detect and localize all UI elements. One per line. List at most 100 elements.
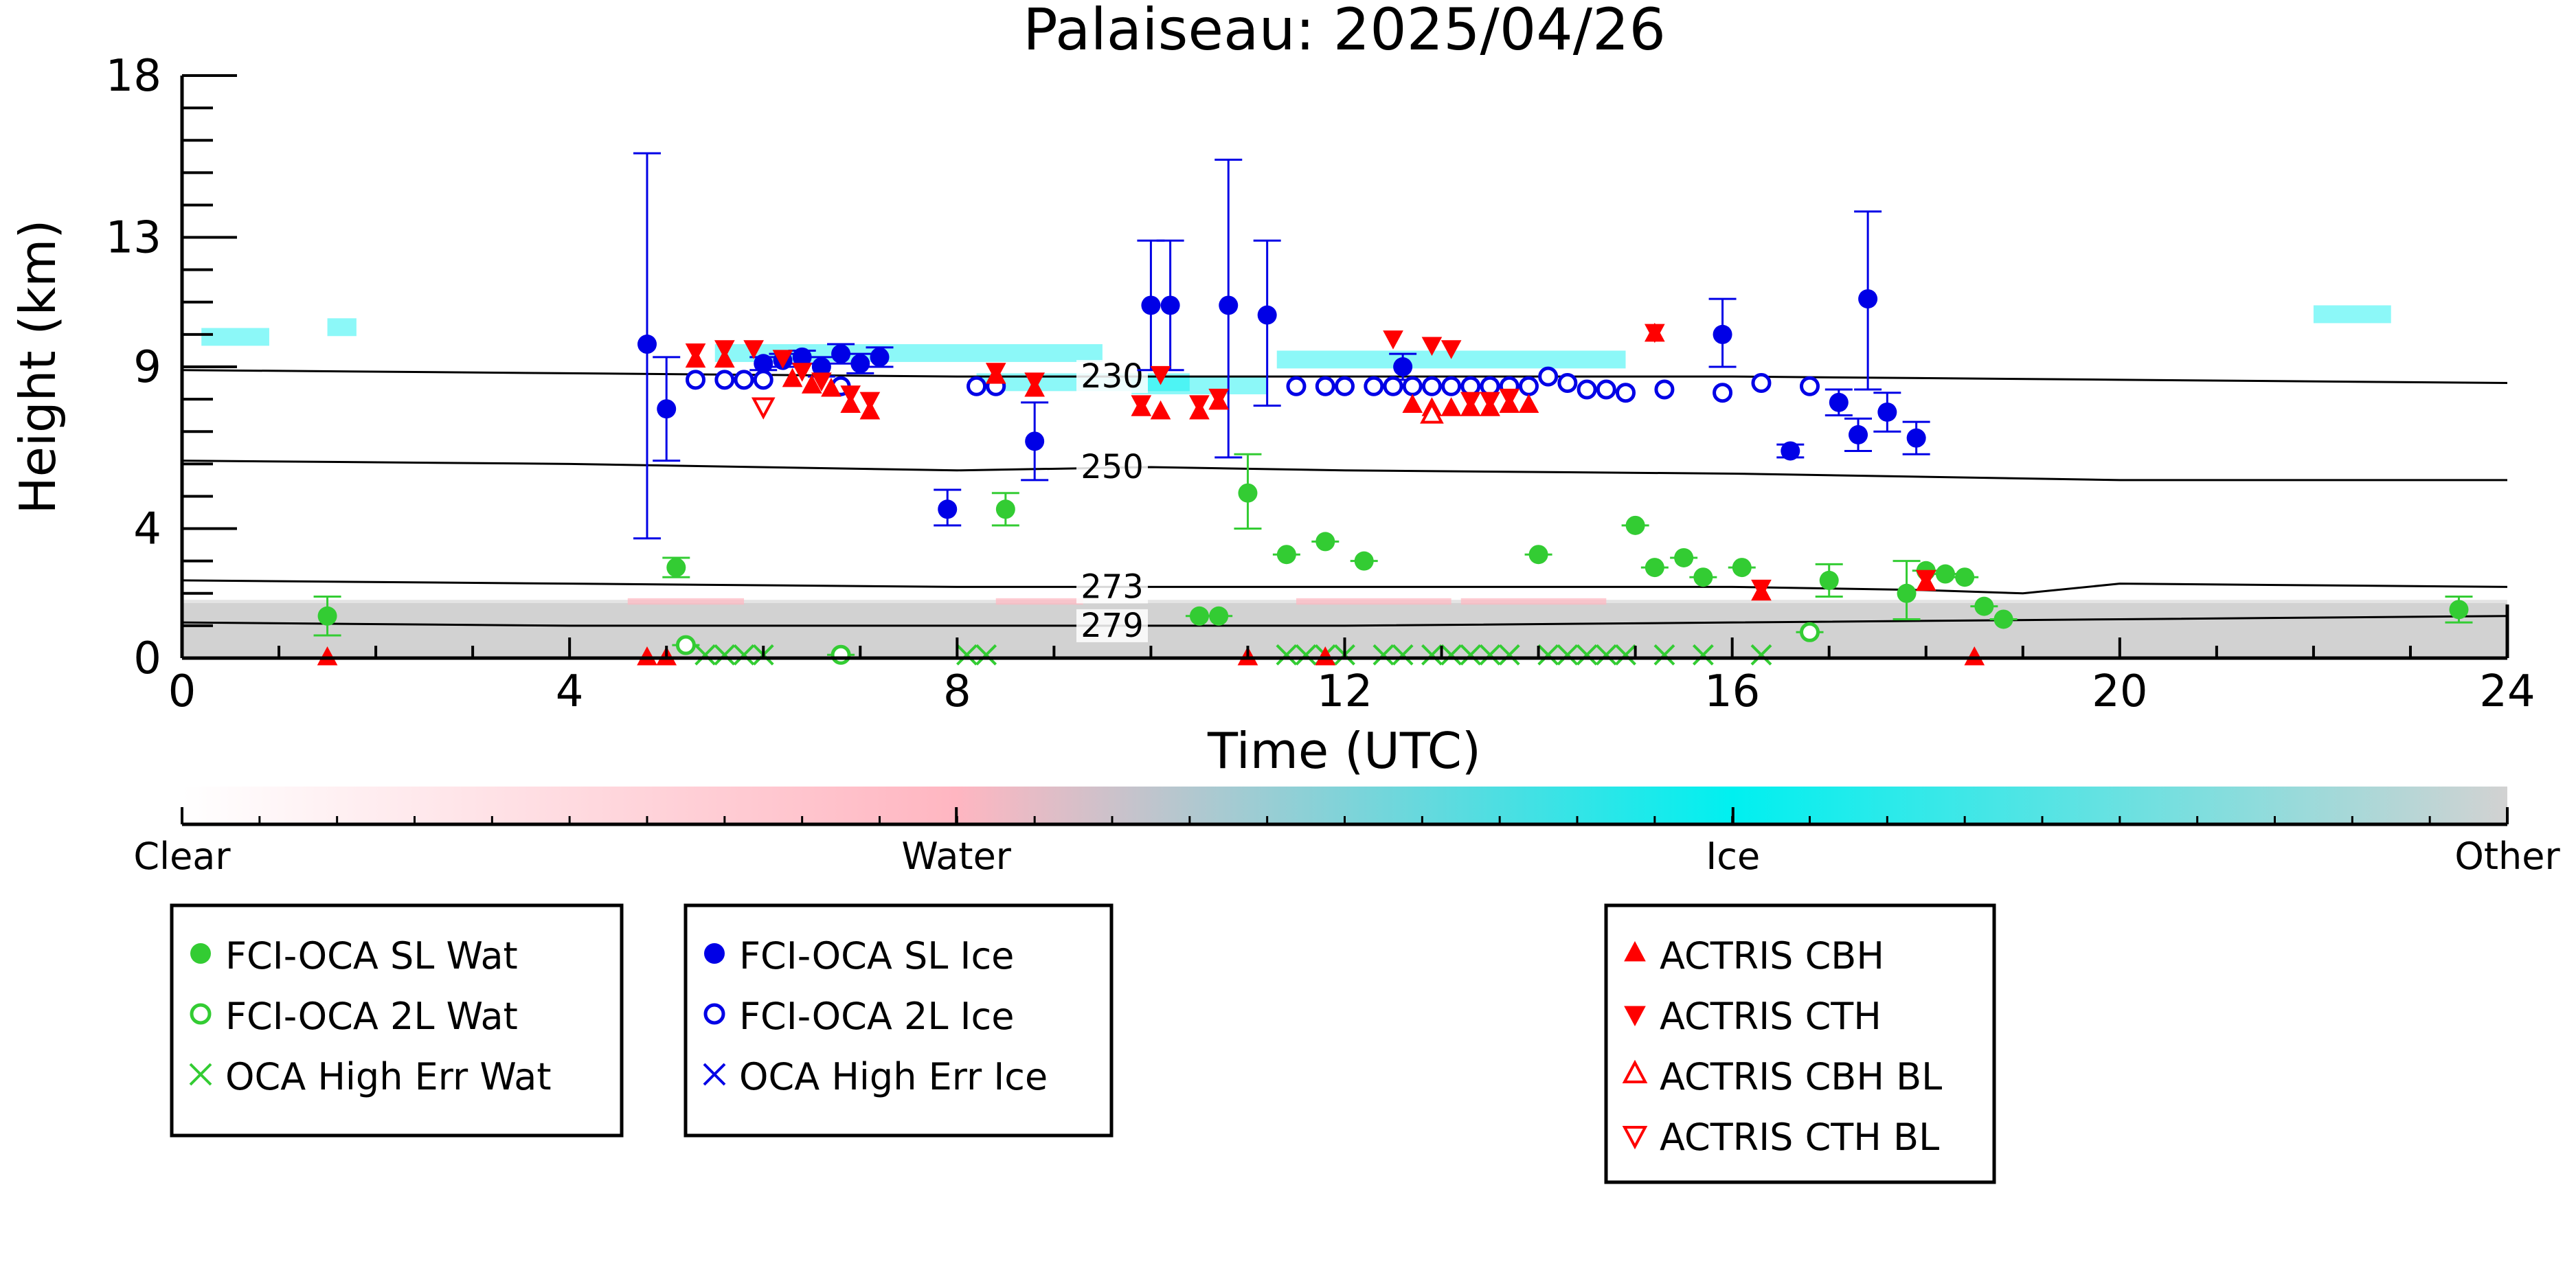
- data-point: [2449, 600, 2469, 620]
- data-point: [1781, 441, 1800, 461]
- data-point: [1421, 644, 1443, 666]
- colorbar-label: Clear: [133, 835, 231, 878]
- data-point: [1906, 428, 1926, 448]
- x-tick-label: 4: [556, 666, 584, 717]
- data-point: [1276, 545, 1296, 565]
- legend-marker: [190, 943, 211, 964]
- data-point: [1625, 515, 1645, 535]
- contour-label: 230: [1081, 357, 1144, 396]
- data-point: [1480, 392, 1500, 411]
- data-point: [1315, 646, 1336, 666]
- data-point: [792, 347, 812, 367]
- data-point: [714, 340, 735, 359]
- legend-label: FCI-OCA 2L Ice: [739, 995, 1014, 1038]
- legend-label: FCI-OCA SL Wat: [225, 934, 518, 978]
- data-point: [694, 644, 716, 666]
- data-point: [811, 357, 831, 376]
- data-point: [1315, 376, 1335, 396]
- legend-box: [1604, 903, 1996, 1184]
- cross-stroke: [1372, 644, 1394, 666]
- data-point: [956, 644, 978, 666]
- legend-label: FCI-OCA SL Ice: [739, 934, 1014, 978]
- data-point: [1354, 551, 1374, 571]
- data-point: [1286, 376, 1307, 396]
- data-point: [637, 646, 657, 666]
- data-point: [995, 499, 1015, 519]
- x-tick-label: 24: [2479, 666, 2535, 717]
- legend-label: ACTRIS CBH: [1660, 934, 1884, 978]
- x-axis-label: Time (UTC): [1207, 722, 1481, 780]
- legend-box: [683, 903, 1114, 1138]
- data-point: [840, 385, 861, 405]
- data-point: [1315, 532, 1335, 552]
- data-point: [967, 376, 987, 396]
- data-point: [317, 606, 337, 626]
- data-point: [1964, 646, 1985, 666]
- cross-stroke: [1750, 644, 1772, 666]
- data-point: [1615, 644, 1636, 666]
- data-point: [1915, 569, 1936, 589]
- data-point: [1219, 295, 1239, 315]
- legend-marker: [190, 1003, 212, 1025]
- colorbar-label: Ice: [1706, 835, 1760, 878]
- cross-stroke: [1576, 644, 1598, 666]
- chart-title: Palaiseau: 2025/04/26: [1023, 0, 1666, 63]
- x-tick-label: 16: [1704, 666, 1760, 717]
- cross-stroke: [1692, 644, 1714, 666]
- data-point: [1644, 324, 1665, 343]
- cross-stroke: [956, 644, 978, 666]
- ice-cloud-region: [1131, 376, 1267, 395]
- data-point: [1800, 622, 1820, 642]
- cross-stroke: [1557, 644, 1579, 666]
- data-point: [1383, 376, 1403, 396]
- legend-marker: [1624, 1006, 1646, 1027]
- data-point: [1189, 606, 1209, 626]
- contour-line: [182, 460, 2507, 482]
- contour-label: 250: [1081, 448, 1144, 486]
- data-point: [1372, 644, 1394, 666]
- legend-label: ACTRIS CTH BL: [1660, 1116, 1939, 1159]
- colorbar-ticks: [181, 807, 2509, 824]
- ice-cloud-region: [201, 328, 269, 346]
- data-point: [753, 370, 773, 390]
- data-point: [1420, 401, 1444, 424]
- data-point: [1440, 397, 1462, 416]
- data-point: [938, 499, 958, 519]
- colorbar-labels: Clear Water Ice Other: [133, 835, 2560, 878]
- data-point: [1577, 379, 1597, 400]
- water-cloud-region: [995, 598, 1083, 605]
- data-point: [1421, 337, 1443, 357]
- data-point: [1479, 644, 1501, 666]
- contour-line: [182, 369, 2507, 385]
- data-point: [1189, 395, 1210, 414]
- legend-label: ACTRIS CTH: [1660, 995, 1882, 1038]
- data-point: [811, 372, 832, 392]
- data-point: [1528, 545, 1548, 565]
- data-point: [1208, 388, 1229, 408]
- data-point: [1364, 376, 1384, 396]
- data-point: [975, 644, 997, 666]
- data-point: [1257, 305, 1277, 325]
- ice-cloud-region: [2313, 305, 2391, 324]
- data-point: [666, 558, 686, 578]
- data-point: [1131, 395, 1152, 414]
- contour-line: [182, 615, 2507, 627]
- data-point: [1645, 558, 1664, 578]
- data-point: [1498, 644, 1520, 666]
- cross-stroke: [1276, 644, 1298, 666]
- legend-label: OCA High Err Wat: [225, 1055, 552, 1098]
- data-point: [1751, 373, 1772, 394]
- x-tick-label: 12: [1317, 666, 1372, 717]
- data-point: [1402, 394, 1423, 414]
- cross-stroke: [1653, 644, 1675, 666]
- legend: FCI-OCA SL Wat FCI-OCA 2L Wat OCA High Err…: [170, 903, 1996, 1184]
- data-point: [686, 370, 706, 390]
- data-point: [754, 354, 773, 374]
- data-point: [831, 344, 851, 364]
- data-point: [1537, 644, 1559, 666]
- y-tick-label: 18: [106, 51, 161, 102]
- data-point: [850, 354, 870, 374]
- cross-stroke: [1615, 644, 1636, 666]
- data-point: [859, 392, 881, 411]
